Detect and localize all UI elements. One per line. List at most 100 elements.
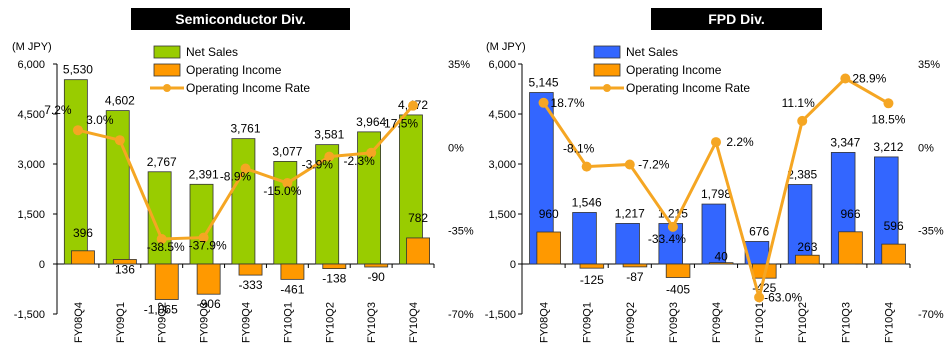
operating-income-label: -1,065 [144,303,178,317]
operating-income-rate-point [711,137,721,148]
category-label: FY09Q4 [241,302,253,343]
operating-income-rate-label: -8.9% [220,170,252,184]
net-sales-label: 3,212 [873,140,903,154]
category-label: FY10Q4 [408,302,420,343]
y-tick-label: 4,500 [488,109,516,121]
operating-income-rate-label: -8.1% [563,142,595,156]
operating-income-label: 136 [115,262,135,276]
operating-income-rate-label: -33.4% [648,232,686,246]
y2-tick-label: 0% [918,142,934,154]
category-label: FY09Q1 [115,302,127,343]
operating-income-rate-label: -15.0% [263,184,301,198]
operating-income-rate-point [282,178,293,189]
operating-income-rate-label: 18.7% [551,96,585,110]
operating-income-rate-point [198,232,209,243]
net-sales-bar [273,161,298,265]
net-sales-label: 3,581 [314,128,344,142]
operating-income-bar [708,262,734,265]
operating-income-bar [838,231,863,265]
operating-income-rate-label: -38.5% [147,240,185,254]
legend-label: Operating Income Rate [186,81,310,95]
operating-income-bar [280,263,305,280]
operating-income-rate-point [240,163,251,174]
net-sales-label: 1,798 [701,187,731,201]
net-sales-bar [231,138,256,265]
y-tick-label: 0 [39,259,45,271]
operating-income-rate-point [366,147,377,158]
y2-tick-label: -70% [918,309,944,321]
operating-income-rate-label: -2.3% [343,154,375,168]
net-sales-label: 3,077 [272,144,302,158]
operating-income-rate-point [840,73,851,84]
net-sales-bar [572,212,597,265]
operating-income-rate-point [538,97,549,108]
operating-income-bar [322,263,347,269]
y2-tick-label: -70% [448,309,474,321]
y-tick-label: 6,000 [17,59,45,71]
category-label: FY09Q3 [668,302,680,343]
category-label: FY10Q4 [883,302,895,343]
net-sales-label: 5,145 [529,76,559,90]
legend-label: Operating Income Rate [626,81,750,95]
operating-income-rate-point [156,234,167,244]
legend-label: Net Sales [626,45,678,59]
operating-income-bar [238,263,263,276]
net-sales-label: 2,391 [189,167,219,181]
category-label: FY10Q2 [324,302,336,343]
operating-income-rate-label: 7.2% [44,103,72,117]
operating-income-bar [196,263,221,295]
operating-income-rate-label: 11.1% [782,96,815,110]
operating-income-label: -138 [322,272,346,286]
operating-income-bar [406,237,431,265]
category-label: FY09Q1 [582,302,594,343]
y-tick-label: 1,500 [488,209,516,221]
operating-income-rate-label: 17.5% [384,117,418,131]
operating-income-label: 396 [73,226,93,240]
net-sales-label: 3,761 [230,122,260,136]
operating-income-bar [112,259,137,265]
fpd-chart-panel: FPD Div. (M JPY) -1,500 0 1,500 3,000 4,500 6,… [476,0,952,348]
operating-income-label: 960 [539,207,559,221]
net-sales-label: 4,602 [105,94,135,108]
category-label: FY10Q2 [797,302,809,343]
chart-title: Semiconductor Div. [131,8,350,30]
operating-income-bar [579,263,605,269]
y2-tick-label: -35% [918,226,944,238]
net-sales-label: 2,767 [147,155,177,169]
operating-income-bar [665,263,691,278]
operating-income-label: 596 [884,219,904,233]
operating-income-rate-label: -7.2% [638,157,670,171]
unit-label: (M JPY) [12,41,52,53]
category-label: FY09Q3 [199,302,211,343]
y-tick-label: 0 [510,259,516,271]
operating-income-rate-label: 28.9% [852,72,886,86]
operating-income-rate-label: -3.9% [302,158,334,172]
category-label: FY10Q3 [366,302,378,343]
operating-income-rate-point [408,100,419,111]
y2-tick-label: -35% [448,226,474,238]
category-label: FY08Q4 [539,302,551,343]
net-sales-label: 1,217 [615,206,645,220]
operating-income-rate-point [797,115,808,126]
operating-income-label: -461 [280,282,304,296]
operating-income-label: -125 [580,273,604,287]
operating-income-rate-point [324,151,335,162]
net-sales-label: 3,964 [356,115,386,129]
y2-tick-label: 35% [448,59,470,71]
unit-label: (M JPY) [486,41,526,53]
operating-income-label: -333 [239,278,263,292]
operating-income-rate-point [72,125,83,136]
net-sales-label: 2,385 [787,168,817,182]
y-tick-label: 3,000 [488,159,516,171]
y2-tick-label: 35% [918,59,940,71]
category-label: FY09Q2 [625,302,637,343]
operating-income-rate-label: 3.0% [86,113,114,127]
operating-income-label: -405 [666,283,690,297]
legend-marker [163,84,171,92]
chart-title: FPD Div. [651,8,822,30]
legend-label: Operating Income [626,63,722,77]
operating-income-label: -906 [197,297,221,311]
legend-swatch [153,45,181,59]
legend-swatch [593,45,621,59]
y-tick-label: 4,500 [17,109,45,121]
